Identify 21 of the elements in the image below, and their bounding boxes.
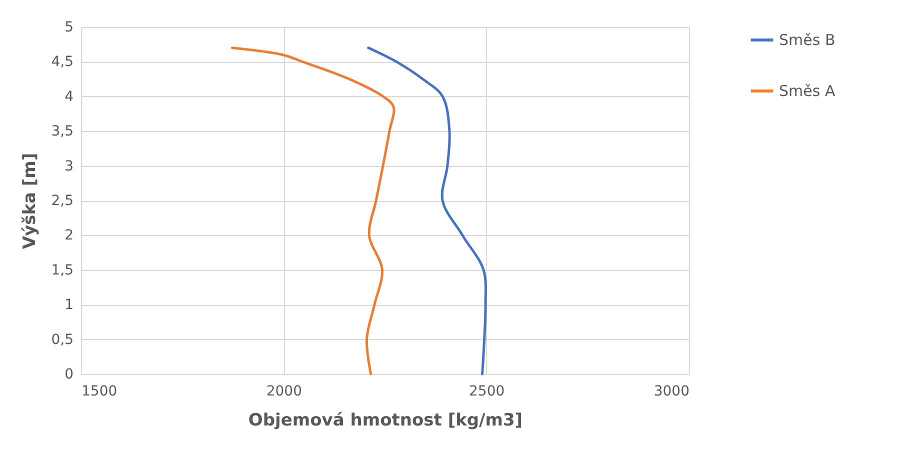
x-tick-label: 2000 xyxy=(266,384,302,400)
y-tick-label: 2 xyxy=(64,228,74,244)
y-tick-label: 0,5 xyxy=(51,332,74,348)
y-tick-label: 2,5 xyxy=(51,193,74,209)
y-tick-label: 5 xyxy=(64,20,74,36)
line-series xyxy=(367,46,488,376)
y-tick-label: 0 xyxy=(64,366,74,382)
y-tick-label: 4,5 xyxy=(51,54,74,70)
y-tick-label: 3,5 xyxy=(51,124,74,140)
x-tick-label: 2500 xyxy=(469,384,505,400)
legend-label: Směs A xyxy=(779,82,836,100)
y-tick-label: 1 xyxy=(64,297,74,314)
y-tick-label: 3 xyxy=(64,158,74,174)
legend-label: Směs B xyxy=(779,31,836,49)
line-series xyxy=(230,46,396,376)
x-axis-title: Objemová hmotnost [kg/m3] xyxy=(248,410,523,430)
y-tick-label: 1,5 xyxy=(51,262,74,278)
y-tick-label: 4 xyxy=(64,88,74,105)
y-axis-title: Výška [m] xyxy=(20,152,40,250)
x-tick-label: 3000 xyxy=(654,384,690,400)
x-tick-label: 1500 xyxy=(82,384,118,400)
